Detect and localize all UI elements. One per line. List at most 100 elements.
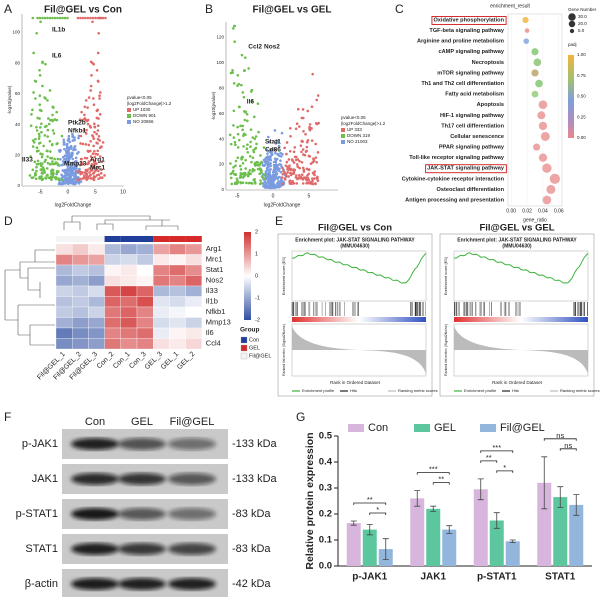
point: [300, 160, 304, 164]
point: [272, 169, 275, 173]
point: [31, 145, 35, 148]
point: [269, 152, 273, 155]
point: [317, 121, 320, 125]
point: [44, 158, 47, 162]
legend-text: Con: [368, 422, 388, 434]
point: [75, 167, 78, 170]
point: [256, 167, 260, 171]
point: [291, 179, 294, 183]
point: [296, 107, 300, 111]
point: [254, 135, 258, 138]
point: [91, 135, 95, 138]
group-bar: [137, 236, 154, 242]
error-bar: [493, 512, 500, 529]
row-label: Il1b: [206, 297, 218, 306]
y-tick-label: 0: [17, 183, 20, 188]
heatmap-cell: [185, 254, 202, 266]
significance-bracket: [416, 472, 450, 475]
panel-letter: C: [395, 2, 404, 16]
point: [98, 94, 101, 98]
y-tick-label: Arginine and proline metabolism: [417, 39, 504, 45]
point: [259, 154, 262, 157]
point: [35, 165, 38, 169]
row-label: Il6: [206, 328, 214, 337]
point: [232, 166, 235, 169]
highlight-box: [431, 16, 507, 25]
point: [290, 158, 294, 161]
volcano-title: Fil@GEL vs GEL: [252, 5, 331, 16]
point: [236, 132, 240, 136]
error-bar: [573, 494, 580, 516]
hits: [454, 302, 588, 316]
point: [35, 31, 39, 35]
point: [269, 167, 272, 171]
point: [77, 182, 81, 185]
point: [283, 146, 286, 150]
error-bar: [414, 490, 421, 507]
protein-label: JAK1: [32, 473, 58, 485]
point: [276, 140, 280, 144]
point: [50, 156, 54, 160]
point: [67, 173, 70, 176]
point: [314, 182, 317, 186]
legend-text: Con: [249, 337, 259, 343]
point: [263, 177, 267, 180]
point: [96, 16, 100, 20]
point: [85, 176, 89, 179]
point: [275, 167, 278, 171]
legend-dot: [568, 13, 576, 21]
row-dendrogram: [4, 249, 55, 346]
point: [239, 164, 242, 168]
dot: [546, 184, 556, 194]
legend-text: 5.0: [578, 28, 585, 33]
point-cloud: [28, 16, 107, 186]
heatmap-cell: [153, 264, 170, 276]
significance-bracket: [353, 502, 387, 506]
point: [87, 143, 91, 147]
point: [71, 180, 75, 184]
point: [38, 103, 42, 107]
point: [55, 142, 58, 146]
point: [73, 160, 77, 164]
heatmap-cell: [55, 327, 73, 339]
gsea-comparison: Fil@GEL vs GEL: [479, 223, 554, 234]
significance-label: ns: [564, 441, 572, 450]
error-bar: [430, 505, 437, 512]
point: [83, 156, 87, 160]
point: [63, 154, 67, 158]
point: [246, 174, 250, 178]
es-axis-label: Enrichment score (ES): [444, 256, 448, 295]
point: [316, 151, 320, 154]
dot: [538, 121, 548, 131]
heatmap-cell: [104, 285, 121, 297]
point: [62, 138, 66, 142]
heatmap-cell: [120, 306, 138, 318]
point: [274, 151, 277, 155]
point: [242, 95, 246, 99]
heatmap-cell: [104, 317, 121, 329]
point: [89, 169, 93, 172]
legend-text: pvalue<0.05: [127, 95, 152, 100]
point: [72, 146, 76, 150]
x-tick-label: -5: [38, 189, 43, 195]
legend-text: Hits: [350, 388, 357, 393]
point: [283, 177, 286, 180]
point: [74, 172, 77, 176]
point: [315, 176, 319, 180]
point: [55, 110, 59, 114]
point: [248, 168, 252, 172]
legend-text: DOWN 319: [347, 133, 371, 138]
point: [99, 176, 102, 179]
heatmap-cell: [169, 254, 186, 266]
point: [234, 164, 237, 168]
band: [118, 473, 166, 485]
point: [49, 118, 52, 122]
point: [35, 129, 39, 132]
y-tick-label: 0.3: [319, 483, 332, 494]
es-curve: [291, 252, 427, 284]
point: [295, 122, 299, 126]
point: [307, 168, 311, 171]
x-tick-label: 0.04: [538, 208, 548, 214]
size-label: -42 kDa: [232, 578, 271, 590]
heatmap-cell: [55, 338, 73, 350]
